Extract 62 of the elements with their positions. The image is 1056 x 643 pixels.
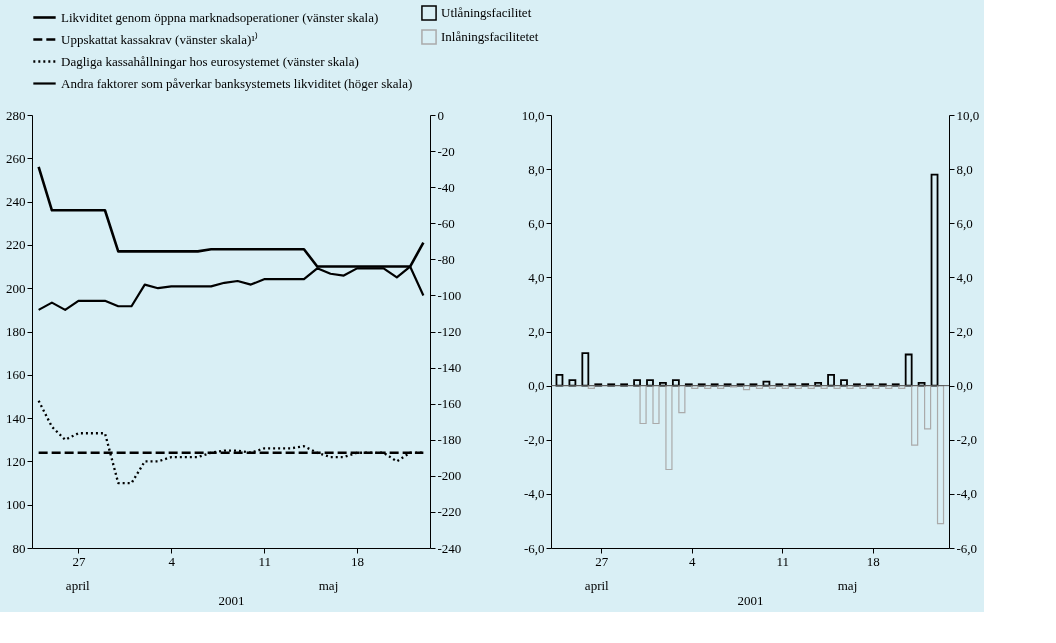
x-tick-label: 18	[866, 553, 880, 569]
text: april	[584, 578, 610, 593]
y-tick-label: 2,0	[528, 324, 545, 339]
y2-tick-label: 0,0	[956, 378, 973, 394]
y-tick-label: 220	[6, 237, 26, 253]
y2-tick-label: -240	[437, 540, 462, 556]
legend-label: Uppskattat kassakrav (vänster skala)¹⁾	[61, 31, 259, 47]
y-tick-label: 80	[12, 540, 26, 556]
y-tick-label: 10,0	[521, 107, 545, 123]
y2-tick-label: -2,0	[956, 432, 978, 448]
y2-tick-label: -220	[437, 504, 462, 520]
text: maj	[837, 578, 858, 593]
y2-tick-label: -160	[437, 396, 462, 412]
x-tick-label: 4	[168, 553, 176, 569]
text: april	[65, 578, 91, 593]
y-tick-label: -2,0	[523, 432, 545, 448]
y2-tick-label: 2,0	[956, 324, 973, 339]
y-tick-label: 260	[6, 150, 26, 166]
x-tick-label: 11	[258, 553, 271, 569]
y-tick-label: 240	[6, 194, 26, 210]
y-tick-label: 100	[6, 497, 26, 513]
y2-tick-label: -140	[437, 360, 462, 376]
y2-tick-label: -40	[437, 179, 455, 195]
x-axis-title: 2001	[737, 592, 764, 608]
y2-tick-label: -80	[437, 251, 455, 267]
x-tick-label: 27	[72, 553, 86, 569]
y-tick-label: 4,0	[528, 269, 545, 285]
y2-tick-label: -60	[437, 215, 455, 231]
x-tick-label: 4	[689, 553, 697, 569]
y2-tick-label: -6,0	[956, 540, 978, 556]
y-tick-label: 140	[6, 410, 26, 426]
y2-tick-label: -200	[437, 468, 462, 484]
y-tick-label: 280	[6, 107, 26, 123]
y2-tick-label: -120	[437, 324, 462, 339]
y2-tick-label: 8,0	[956, 161, 973, 177]
y2-tick-label: 10,0	[956, 107, 980, 123]
y2-tick-label: 4,0	[956, 269, 973, 285]
y-tick-label: 6,0	[528, 215, 545, 231]
x-tick-label: 11	[776, 553, 790, 569]
x-axis-title: 2001	[218, 592, 245, 608]
y2-tick-label: -100	[437, 287, 462, 303]
y-tick-label: -6,0	[523, 540, 545, 556]
y-tick-label: 160	[6, 367, 26, 383]
y-tick-label: 180	[6, 324, 26, 339]
x-tick-label: 27	[595, 553, 609, 569]
y2-tick-label: -4,0	[956, 486, 978, 502]
legend-label: Utlåningsfacilitet	[441, 5, 532, 20]
y-tick-label: 0,0	[528, 378, 545, 394]
y2-tick-label: -20	[437, 143, 455, 159]
legend-label: Andra faktorer som påverkar banksystemets likviditet (höger skala)	[61, 75, 413, 91]
y2-tick-label: 0	[437, 107, 444, 123]
y-tick-label: -4,0	[523, 486, 545, 502]
y-tick-label: 8,0	[528, 161, 545, 177]
y-tick-label: 200	[6, 280, 26, 296]
y2-tick-label: -180	[437, 432, 462, 448]
text: maj	[318, 578, 339, 593]
y2-tick-label: 6,0	[956, 215, 973, 231]
legend-label: Likviditet genom öppna marknadsoperationer (vänster skala)	[61, 9, 379, 25]
x-tick-label: 18	[351, 553, 365, 569]
y-tick-label: 120	[6, 453, 26, 469]
legend-label: Inlåningsfacilitetet	[441, 29, 539, 44]
legend-label: Dagliga kassahållningar hos eurosystemet (vänster skala)	[61, 53, 359, 69]
